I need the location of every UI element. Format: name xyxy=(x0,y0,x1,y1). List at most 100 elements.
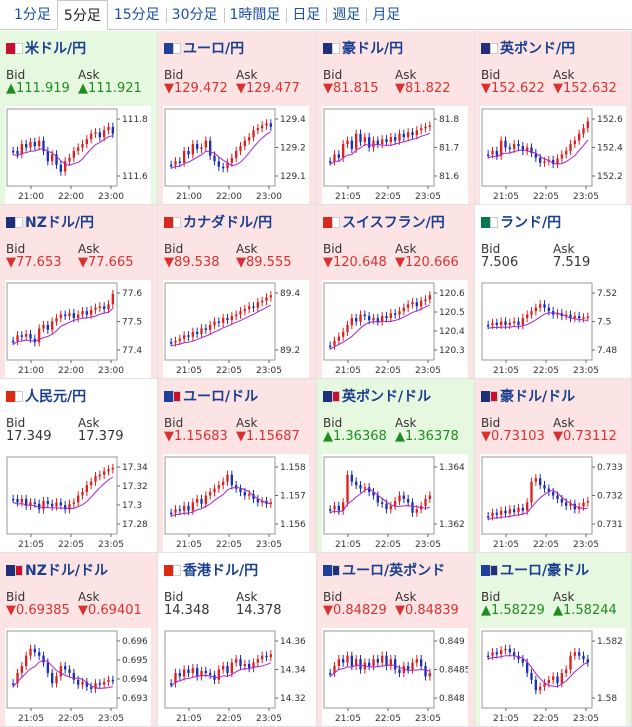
candle-body xyxy=(547,679,550,684)
x-tick-label: 21:05 xyxy=(335,192,361,202)
rate-card[interactable]: 豪ドル/ドル Bid Ask ▼0.73103 ▼0.73112 0.733 0.732 0.… xyxy=(475,379,632,553)
candle-body xyxy=(569,144,572,151)
mini-candlestick-chart[interactable]: 14.36 14.34 14.32 21:05 22:05 23:05 xyxy=(163,628,309,727)
mini-candlestick-chart[interactable]: 120.6 120.5 120.4 120.3 21:05 22:05 23:05 xyxy=(322,280,468,379)
candle-body xyxy=(543,683,546,687)
down-arrow-icon: ▼ xyxy=(395,603,405,618)
bid-value: 7.506 xyxy=(481,255,518,270)
mini-candlestick-chart[interactable]: 1.158 1.157 1.156 21:05 22:05 23:05 xyxy=(163,454,309,553)
candle-body xyxy=(526,314,529,319)
candle-body xyxy=(526,662,529,673)
pair-title[interactable]: 英ポンド/円 xyxy=(481,38,575,58)
candle-body xyxy=(521,318,524,325)
bid-price: 81.815 xyxy=(333,81,379,96)
rate-card[interactable]: 米ドル/円 Bid Ask ▲111.919 ▲111.921 111.8 111.6 21:… xyxy=(0,31,158,205)
pair-title[interactable]: 香港ドル/円 xyxy=(164,560,258,580)
down-arrow-icon: ▼ xyxy=(236,81,246,96)
rate-card[interactable]: ユーロ/英ポンド Bid Ask ▼0.84829 ▼0.84839 0.849 0.848… xyxy=(317,553,475,727)
moving-average-line xyxy=(170,662,272,688)
tab-timeframe[interactable]: 日足 xyxy=(286,1,326,29)
chart-background xyxy=(163,280,309,378)
y-tick-label: 120.4 xyxy=(439,327,465,337)
candle-body xyxy=(235,150,238,158)
rate-card[interactable]: 英ポンド/ドル Bid Ask ▲1.36368 ▲1.36378 1.364 1.362 2… xyxy=(317,379,475,553)
mini-candlestick-chart[interactable]: 7.52 7.5 7.48 21:05 22:05 23:05 xyxy=(480,280,626,379)
mini-candlestick-chart[interactable]: 17.34 17.32 17.3 17.28 21:05 22:05 23:05 xyxy=(5,454,151,553)
candle-body xyxy=(12,498,15,501)
bid-value: 17.349 xyxy=(6,429,52,444)
pair-title[interactable]: ユーロ/英ポンド xyxy=(323,560,445,580)
candle-body xyxy=(261,655,264,660)
candle-body xyxy=(12,340,15,343)
pair-title[interactable]: 豪ドル/ドル xyxy=(481,386,575,406)
pair-title[interactable]: NZドル/ドル xyxy=(6,560,108,580)
mini-candlestick-chart[interactable]: 0.733 0.732 0.731 21:05 22:05 23:05 xyxy=(480,454,626,553)
tab-timeframe[interactable]: 週足 xyxy=(326,1,366,29)
pair-title[interactable]: ランド/円 xyxy=(481,212,561,232)
rate-card[interactable]: 豪ドル/円 Bid Ask ▼81.815 ▼81.822 81.8 81.7 81.6 21:… xyxy=(317,31,475,205)
moving-average-line xyxy=(487,139,589,165)
candle-body xyxy=(342,144,345,158)
tab-timeframe[interactable]: 15分足 xyxy=(113,7,160,23)
mini-candlestick-chart[interactable]: 152.6 152.4 152.2 21:05 22:05 23:05 xyxy=(480,106,626,205)
y-tick-label: 1.362 xyxy=(439,520,465,530)
rate-card[interactable]: ユーロ/ドル Bid Ask ▼1.15683 ▼1.15687 1.158 1.157 1.… xyxy=(158,379,317,553)
rate-card[interactable]: ユーロ/豪ドル Bid Ask ▲1.58229 ▲1.58244 1.582 1.58 21… xyxy=(475,553,632,727)
mini-candlestick-chart[interactable]: 0.696 0.695 0.694 0.693 21:05 22:05 23:05 xyxy=(5,628,151,727)
pair-title[interactable]: ユーロ/円 xyxy=(164,38,244,58)
rate-card[interactable]: カナダドル/円 Bid Ask ▼89.538 ▼89.555 89.4 89.2 21:05… xyxy=(158,205,317,379)
mini-candlestick-chart[interactable]: 0.849 0.8485 0.848 21:05 22:05 23:05 xyxy=(322,628,468,727)
candle-body xyxy=(586,659,589,663)
pair-title[interactable]: ユーロ/豪ドル xyxy=(481,560,589,580)
bid-value: ▲1.36368 xyxy=(323,429,387,444)
moving-average-line xyxy=(171,304,272,347)
pair-title[interactable]: NZドル/円 xyxy=(6,212,94,232)
y-tick-label: 7.52 xyxy=(597,289,617,299)
pair-title[interactable]: スイスフラン/円 xyxy=(323,212,445,232)
ask-value: ▼89.555 xyxy=(236,255,292,270)
x-tick-label: 23:00 xyxy=(98,366,124,376)
x-tick-label: 22:05 xyxy=(375,714,401,724)
rate-card[interactable]: ランド/円 Bid Ask 7.506 7.519 7.52 7.5 7.48 21:05 22:… xyxy=(475,205,632,379)
mini-candlestick-chart[interactable]: 77.6 77.5 77.4 21:00 22:00 23:00 xyxy=(5,280,151,379)
rate-card[interactable]: 香港ドル/円 Bid Ask 14.348 14.378 14.36 14.34 14.32 2… xyxy=(158,553,317,727)
pair-title[interactable]: 米ドル/円 xyxy=(6,38,86,58)
y-tick-label: 152.2 xyxy=(597,172,623,182)
rate-card[interactable]: スイスフラン/円 Bid Ask ▼120.648 ▼120.666 120.6 120.5… xyxy=(317,205,475,379)
ask-label: Ask xyxy=(553,242,575,256)
pair-title[interactable]: カナダドル/円 xyxy=(164,212,272,232)
candle-body xyxy=(226,162,229,169)
mini-candlestick-chart[interactable]: 89.4 89.2 21:05 22:05 23:05 xyxy=(163,280,309,379)
tab-timeframe[interactable]: 1時間足 xyxy=(223,1,287,29)
tab-timeframe[interactable]: 月足 xyxy=(366,1,406,29)
candle-body xyxy=(235,314,238,317)
candle-body xyxy=(329,672,332,675)
pair-title[interactable]: ユーロ/ドル xyxy=(164,386,258,406)
candle-body xyxy=(226,474,229,482)
pair-title[interactable]: 人民元/円 xyxy=(6,386,86,406)
candle-body xyxy=(586,121,589,129)
y-tick-label: 77.4 xyxy=(122,346,142,356)
x-tick-label: 23:05 xyxy=(98,540,124,550)
rate-card[interactable]: NZドル/円 Bid Ask ▼77.653 ▼77.665 77.6 77.5 77.4 21… xyxy=(0,205,158,379)
candle-body xyxy=(200,147,203,149)
pair-title[interactable]: 英ポンド/ドル xyxy=(323,386,431,406)
candle-body xyxy=(355,481,358,486)
rate-card[interactable]: 英ポンド/円 Bid Ask ▼152.622 ▼152.632 152.6 152.4 15… xyxy=(475,31,632,205)
candle-body xyxy=(217,485,220,489)
mini-candlestick-chart[interactable]: 1.364 1.362 21:05 22:05 23:05 xyxy=(322,454,468,553)
candle-body xyxy=(38,503,41,510)
rate-card[interactable]: 人民元/円 Bid Ask 17.349 17.379 17.34 17.32 17.3 17.… xyxy=(0,379,158,553)
pair-title[interactable]: 豪ドル/円 xyxy=(323,38,403,58)
tab-timeframe[interactable]: 30分足 xyxy=(165,1,224,29)
tab-timeframe[interactable]: 5分足 xyxy=(56,0,108,30)
mini-candlestick-chart[interactable]: 81.8 81.7 81.6 21:05 22:05 23:05 xyxy=(322,106,468,205)
bid-value: ▼77.653 xyxy=(6,255,62,270)
rate-card[interactable]: ユーロ/円 Bid Ask ▼129.472 ▼129.477 129.4 129.2 129… xyxy=(158,31,317,205)
rate-card[interactable]: NZドル/ドル Bid Ask ▼0.69385 ▼0.69401 0.696 0.695 0… xyxy=(0,553,158,727)
mini-candlestick-chart[interactable]: 111.8 111.6 21:00 22:00 23:00 xyxy=(5,106,151,205)
mini-candlestick-chart[interactable]: 129.4 129.2 129.1 21:00 22:00 23:00 xyxy=(163,106,309,205)
tab-timeframe[interactable]: 1分足 xyxy=(14,7,51,23)
mini-candlestick-chart[interactable]: 1.582 1.58 21:05 22:05 23:05 xyxy=(480,628,626,727)
y-tick-label: 129.2 xyxy=(280,144,306,154)
